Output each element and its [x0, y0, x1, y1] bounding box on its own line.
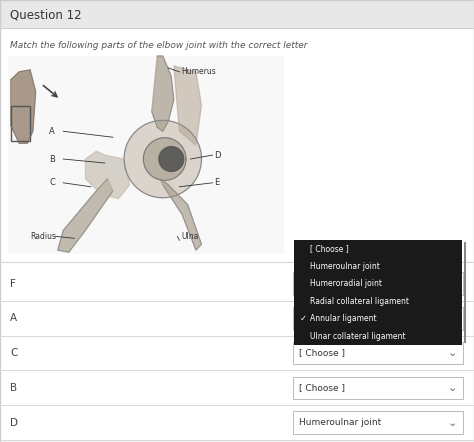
FancyBboxPatch shape [294, 240, 462, 345]
Text: [ Choose ]: [ Choose ] [310, 244, 349, 253]
Polygon shape [85, 151, 129, 198]
Text: F: F [10, 278, 16, 289]
Text: [ Choose ]: [ Choose ] [299, 279, 345, 288]
Text: Question 12: Question 12 [10, 8, 82, 21]
Text: Annular ligament: Annular ligament [310, 314, 376, 323]
Polygon shape [159, 147, 184, 171]
Text: Radial collateral ligament: Radial collateral ligament [310, 297, 409, 306]
Text: ⌄: ⌄ [447, 278, 457, 289]
FancyBboxPatch shape [0, 0, 474, 28]
Polygon shape [174, 66, 201, 145]
Text: Humeroulnar joint: Humeroulnar joint [310, 262, 380, 271]
FancyBboxPatch shape [293, 307, 463, 330]
Polygon shape [124, 120, 201, 198]
Text: Humeroradial joint: Humeroradial joint [299, 314, 383, 323]
Text: E: E [215, 178, 220, 187]
Text: B: B [10, 383, 17, 393]
Text: ✓: ✓ [300, 314, 307, 323]
Text: D: D [215, 151, 221, 160]
Text: ⌄: ⌄ [447, 383, 457, 393]
Text: D: D [10, 418, 18, 427]
FancyBboxPatch shape [293, 272, 463, 295]
Text: Ulnar collateral ligament: Ulnar collateral ligament [310, 332, 405, 341]
Polygon shape [144, 138, 186, 180]
Polygon shape [11, 70, 36, 143]
Text: ⌄: ⌄ [447, 348, 457, 358]
Text: [ Choose ]: [ Choose ] [299, 349, 345, 358]
FancyBboxPatch shape [293, 342, 463, 364]
Text: Ulna: Ulna [182, 232, 199, 241]
Text: Humerus: Humerus [182, 67, 216, 76]
Text: C: C [10, 348, 18, 358]
Text: Humeroulnar joint: Humeroulnar joint [299, 418, 381, 427]
Text: Match the following parts of the elbow joint with the correct letter: Match the following parts of the elbow j… [10, 42, 308, 50]
FancyBboxPatch shape [293, 412, 463, 434]
Text: Humeroradial joint: Humeroradial joint [310, 279, 382, 288]
FancyBboxPatch shape [293, 377, 463, 399]
FancyBboxPatch shape [8, 56, 284, 254]
Polygon shape [152, 56, 174, 131]
FancyBboxPatch shape [0, 28, 474, 442]
Text: A: A [49, 127, 55, 136]
Polygon shape [160, 179, 201, 250]
Text: [ Choose ]: [ Choose ] [299, 383, 345, 392]
Text: B: B [49, 155, 55, 164]
Text: A: A [10, 313, 17, 323]
Text: C: C [49, 178, 55, 187]
Text: Radius: Radius [30, 232, 56, 241]
Text: ⌄: ⌄ [447, 418, 457, 427]
Text: ⌄: ⌄ [447, 313, 457, 323]
Polygon shape [58, 179, 113, 252]
